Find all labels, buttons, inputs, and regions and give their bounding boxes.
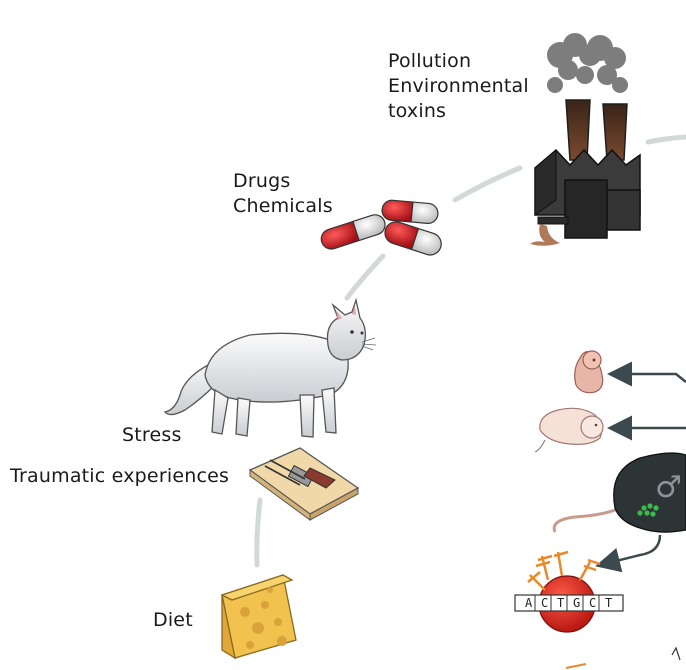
- path-segment-factory-pills: [452, 165, 523, 203]
- pollution-label: Pollution: [388, 50, 472, 72]
- dna-base: T: [605, 596, 612, 610]
- path-segment-trap-cheese: [254, 497, 263, 568]
- embryo-icon: [574, 350, 604, 394]
- dna-sequence: A C T G C T: [525, 596, 612, 610]
- cycle-path: [254, 134, 686, 568]
- male-symbol: ♂: [655, 470, 682, 505]
- testis-cells: [637, 503, 659, 517]
- arrows: [595, 361, 686, 573]
- drugs-label: Drugs: [233, 170, 291, 192]
- dna-dividers: [534, 595, 600, 611]
- dna-base: G: [573, 596, 580, 610]
- dna-base: C: [541, 596, 548, 610]
- chemicals-label: Chemicals: [233, 195, 333, 217]
- stress-label: Stress: [122, 424, 182, 446]
- path-segment-top-right: [645, 134, 686, 145]
- corner-tail: [565, 663, 587, 669]
- arrow-to-dna: [595, 534, 662, 573]
- toxins-label: toxins: [388, 100, 447, 122]
- cheese-icon: [220, 574, 297, 660]
- factory-icon: [530, 33, 641, 246]
- corner-mark: [671, 646, 681, 661]
- capsule-2: [381, 199, 439, 224]
- dna-base: C: [589, 596, 596, 610]
- environmental-label: Environmental: [388, 75, 529, 97]
- path-segment-pills-cat: [344, 253, 386, 301]
- capsule-1: [320, 214, 386, 250]
- traumatic-experiences-label: Traumatic experiences: [10, 465, 230, 487]
- arrow-to-embryo: [607, 361, 686, 387]
- male-mouse-icon: [552, 452, 686, 533]
- pup-icon: [534, 407, 604, 453]
- capsules-icon: [320, 199, 442, 256]
- histone-tails: [527, 550, 601, 591]
- capsule-3: [384, 221, 442, 256]
- mousetrap-icon: [248, 447, 360, 521]
- smoke-icon: [547, 33, 628, 93]
- dna-base: A: [525, 596, 533, 610]
- diet-label: Diet: [153, 609, 193, 631]
- dna-strand: [514, 594, 624, 612]
- cat-icon: [163, 297, 377, 438]
- dna-base: T: [557, 596, 564, 610]
